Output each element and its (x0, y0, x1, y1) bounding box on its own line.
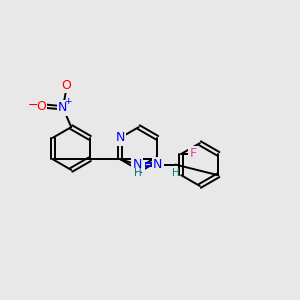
Text: −: − (28, 99, 38, 112)
Text: N: N (58, 101, 68, 114)
Text: N: N (116, 131, 125, 144)
Text: H: H (134, 168, 142, 178)
Text: N: N (133, 158, 142, 171)
Text: F: F (190, 147, 197, 161)
Text: O: O (36, 100, 46, 113)
Text: N: N (134, 164, 143, 176)
Text: O: O (61, 79, 71, 92)
Text: H: H (172, 168, 180, 178)
Text: N: N (153, 158, 162, 171)
Text: +: + (64, 97, 72, 106)
